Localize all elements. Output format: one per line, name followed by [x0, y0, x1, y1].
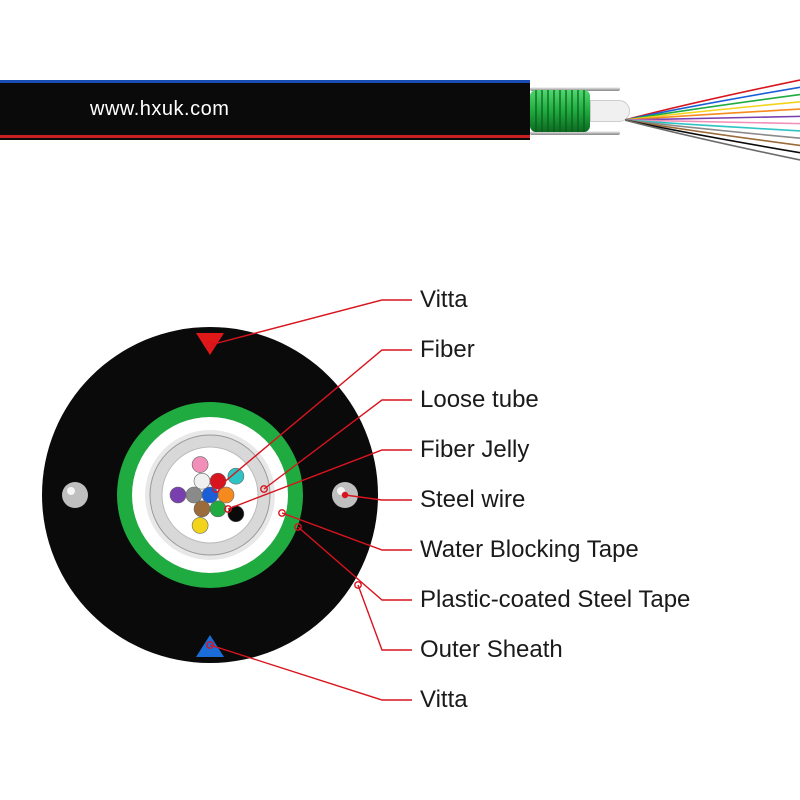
labels-column: VittaFiberLoose tubeFiber JellySteel wir… — [420, 275, 690, 725]
label-6: Plastic-coated Steel Tape — [420, 575, 690, 625]
label-1: Fiber — [420, 325, 690, 375]
label-2: Loose tube — [420, 375, 690, 425]
loose-tube-side — [590, 100, 630, 122]
label-8: Vitta — [420, 675, 690, 725]
fiber-fanout — [625, 75, 800, 165]
label-0: Vitta — [420, 275, 690, 325]
cable-outer-sheath-side — [0, 80, 530, 140]
cable-red-stripe — [0, 135, 530, 138]
cable-side-view: www.hxuk.com — [0, 60, 800, 180]
corrugated-steel-tape-side — [530, 90, 590, 132]
label-4: Steel wire — [420, 475, 690, 525]
cable-url-text: www.hxuk.com — [90, 98, 229, 121]
label-7: Outer Sheath — [420, 625, 690, 675]
label-3: Fiber Jelly — [420, 425, 690, 475]
label-5: Water Blocking Tape — [420, 525, 690, 575]
cable-cross-section: Vitta FiberLoose tubeFiber JellySteel wir… — [20, 280, 780, 760]
